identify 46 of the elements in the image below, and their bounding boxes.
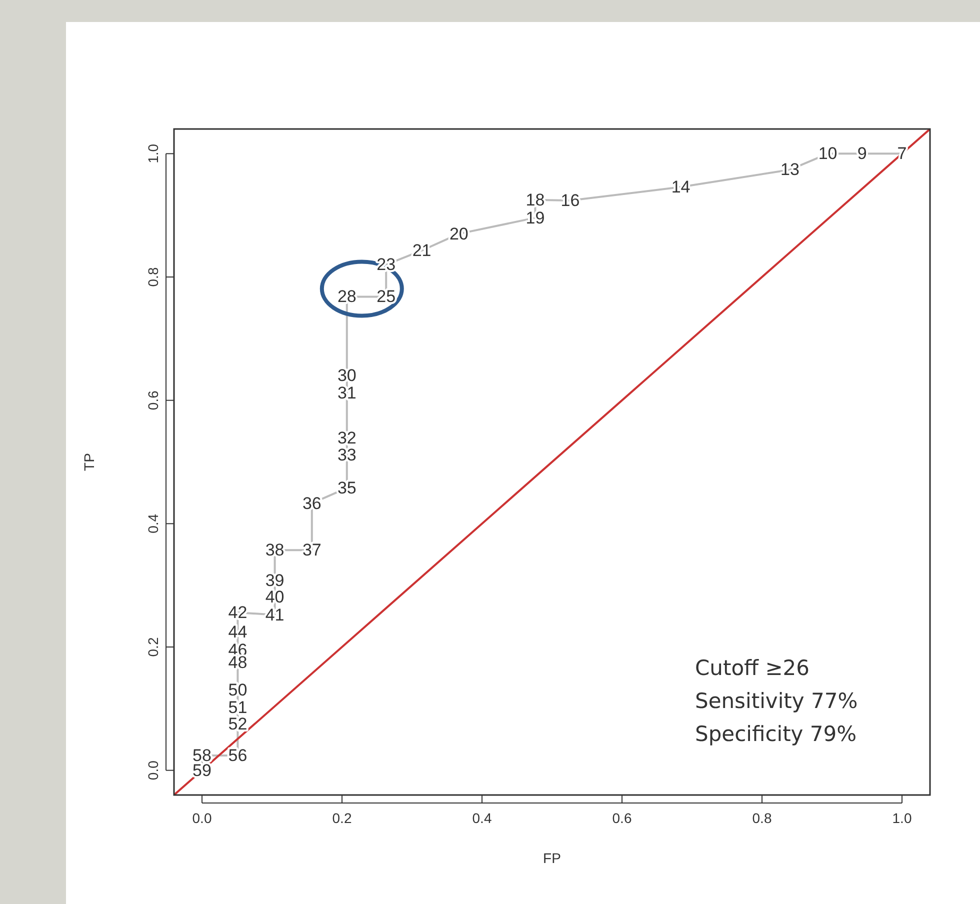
annotation: 41 [265, 605, 284, 624]
annotation: 31 [337, 383, 356, 402]
annotation: 56 [228, 746, 248, 766]
y-tick-label: 0.6 [145, 390, 161, 410]
annotation: 35 [337, 478, 356, 498]
annotation: 25 [376, 287, 396, 306]
annotation: 50 [228, 680, 248, 700]
annotation: 14 [671, 177, 690, 196]
annotation: 44 [228, 622, 248, 642]
annotation: Cutoff ≥26 [695, 656, 810, 680]
y-tick-label: 0.4 [145, 514, 161, 534]
annotation: 32 [337, 428, 356, 448]
x-axis-title: FP [543, 850, 561, 866]
y-axis-title: TP [81, 453, 97, 471]
x-tick-label: 1.0 [892, 810, 912, 826]
y-tick-label: 1.0 [145, 144, 161, 164]
y-tick-label: 0.0 [145, 760, 161, 780]
annotation: 37 [302, 540, 322, 560]
annotation: 51 [228, 698, 248, 717]
x-tick-label: 0.4 [472, 810, 492, 826]
x-tick-label: 0.8 [752, 810, 772, 826]
annotation: 19 [526, 208, 545, 228]
annotation: 13 [780, 160, 800, 180]
annotation: 30 [337, 366, 356, 386]
y-tick-label: 0.8 [145, 267, 161, 287]
annotation: 58 [192, 746, 212, 766]
annotation: 52 [228, 714, 248, 734]
annotation: 9 [857, 144, 867, 164]
annotation: 20 [449, 224, 468, 244]
x-tick-label: 0.2 [332, 810, 352, 826]
annotation: Sensitivity 77% [695, 689, 858, 713]
annotation: 16 [560, 191, 580, 210]
annotation: 42 [228, 602, 248, 622]
annotation: 28 [337, 287, 356, 306]
annotation: 33 [337, 446, 356, 465]
x-tick-label: 0.0 [192, 810, 212, 826]
annotation: 21 [412, 240, 432, 260]
annotation: 39 [265, 570, 284, 590]
annotation: 18 [526, 190, 545, 210]
annotation: 38 [265, 540, 284, 560]
x-tick-label: 0.6 [612, 810, 632, 826]
annotation: Specificity 79% [695, 722, 857, 746]
annotation: 40 [265, 588, 284, 607]
annotation: 36 [302, 494, 322, 513]
annotation: 10 [818, 144, 838, 164]
y-tick-label: 0.2 [145, 637, 161, 657]
